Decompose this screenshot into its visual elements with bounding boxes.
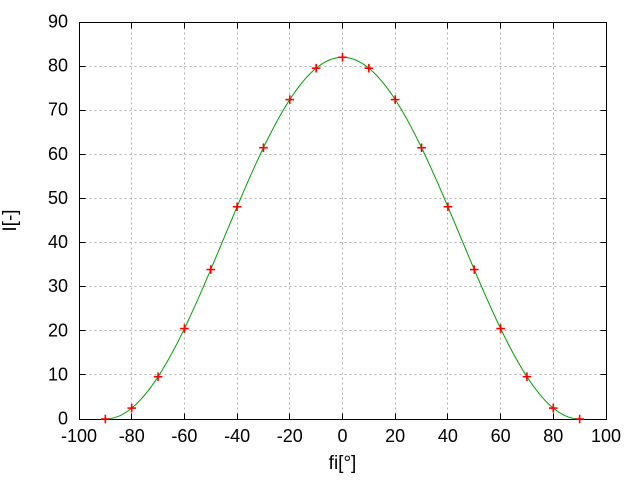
svg-text:90: 90 — [48, 12, 68, 32]
svg-text:fi[°]: fi[°] — [329, 453, 357, 474]
svg-text:30: 30 — [48, 276, 68, 296]
svg-text:60: 60 — [491, 426, 511, 446]
svg-text:40: 40 — [48, 232, 68, 252]
svg-text:0: 0 — [337, 426, 347, 446]
svg-text:40: 40 — [438, 426, 458, 446]
svg-text:-100: -100 — [61, 426, 97, 446]
svg-text:10: 10 — [48, 364, 68, 384]
svg-text:100: 100 — [591, 426, 621, 446]
svg-text:-80: -80 — [119, 426, 145, 446]
svg-text:I[-]: I[-] — [0, 209, 21, 231]
svg-text:0: 0 — [58, 409, 68, 429]
svg-text:70: 70 — [48, 100, 68, 120]
svg-text:-20: -20 — [277, 426, 303, 446]
svg-text:20: 20 — [48, 320, 68, 340]
svg-text:-60: -60 — [171, 426, 197, 446]
svg-text:80: 80 — [48, 56, 68, 76]
svg-text:-40: -40 — [224, 426, 250, 446]
svg-text:60: 60 — [48, 144, 68, 164]
svg-text:20: 20 — [385, 426, 405, 446]
svg-text:50: 50 — [48, 188, 68, 208]
svg-text:80: 80 — [543, 426, 563, 446]
